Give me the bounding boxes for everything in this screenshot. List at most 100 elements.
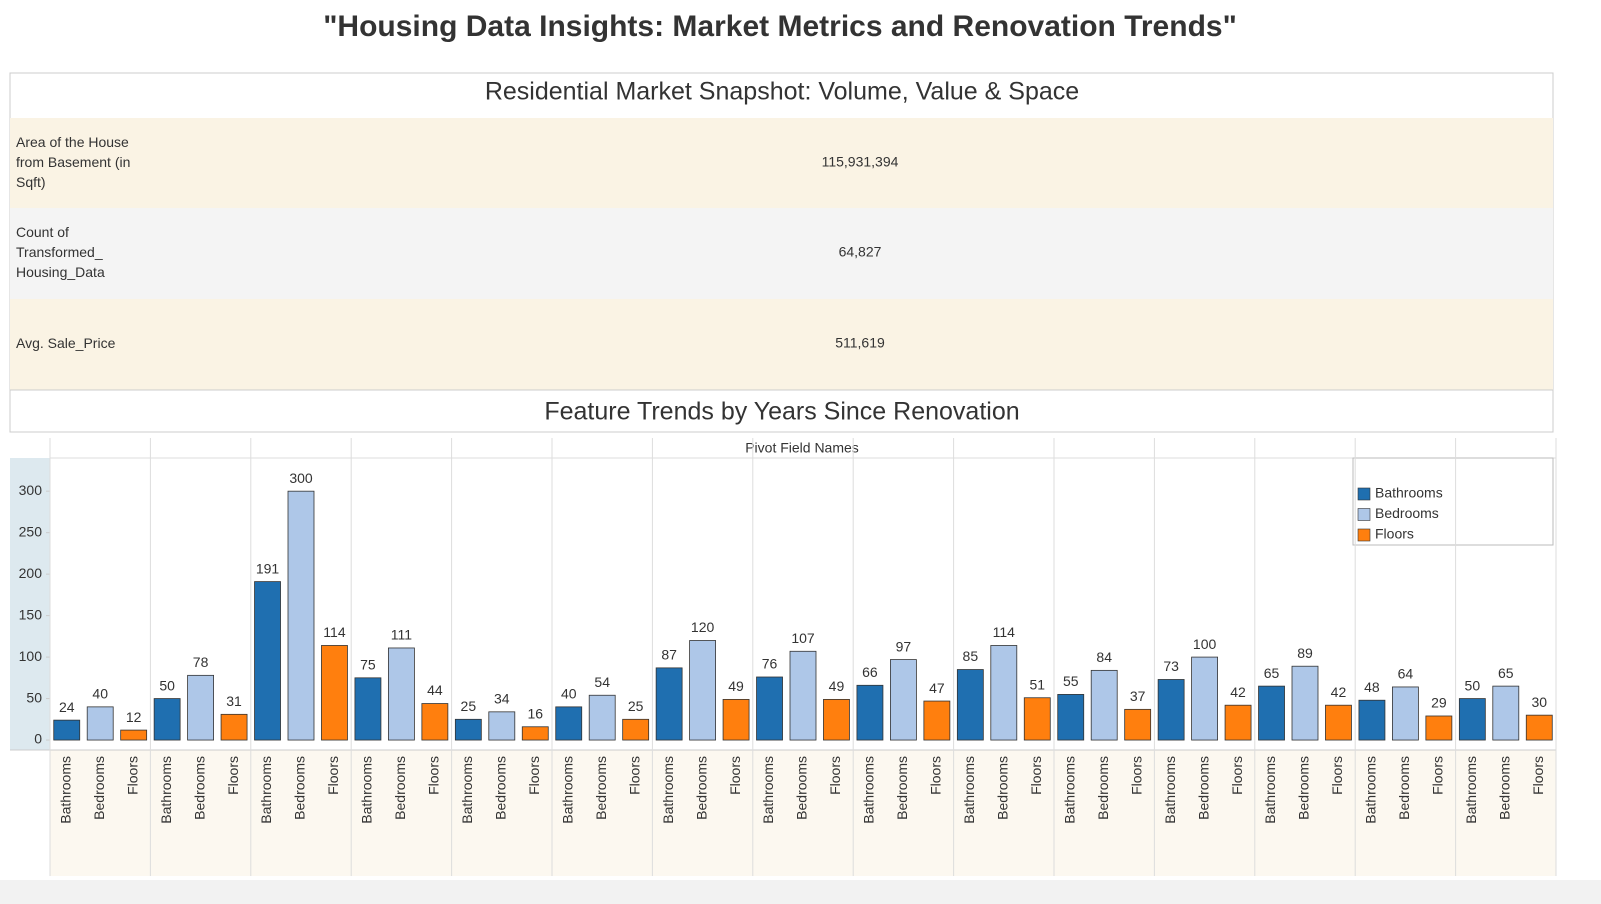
- bar: [1023, 697, 1051, 741]
- x-sub-label: Bedrooms: [894, 756, 910, 820]
- bar: [254, 581, 281, 741]
- row-value: 64,827: [839, 244, 882, 260]
- bar: [220, 713, 248, 741]
- bar: [923, 700, 951, 741]
- data-label: 100: [1193, 636, 1217, 652]
- data-label: 78: [193, 654, 209, 670]
- x-sub-label: Bathrooms: [1061, 756, 1077, 824]
- x-sub-label: Bedrooms: [493, 756, 509, 820]
- bar: [1258, 685, 1285, 741]
- bar: [1124, 708, 1152, 741]
- bar: [421, 703, 449, 741]
- bar: [756, 676, 783, 741]
- bar: [823, 698, 850, 741]
- data-label: 114: [993, 624, 1016, 640]
- data-label: 24: [59, 699, 75, 715]
- data-label: 65: [1264, 665, 1280, 681]
- bar: [789, 650, 817, 741]
- data-label: 120: [691, 619, 715, 635]
- dashboard-title: "Housing Data Insights: Market Metrics a…: [323, 10, 1237, 43]
- column-header: Pivot Field Names: [745, 440, 859, 456]
- data-label: 50: [159, 677, 175, 693]
- x-sub-label: Bedrooms: [593, 756, 609, 820]
- legend-label: Bedrooms: [1375, 505, 1439, 521]
- x-sub-label: Floors: [325, 756, 341, 795]
- y-tick-label: 200: [19, 565, 43, 581]
- data-label: 30: [1531, 694, 1547, 710]
- bar: [890, 659, 917, 741]
- x-sub-label: Bedrooms: [1296, 756, 1312, 820]
- data-label: 73: [1163, 658, 1179, 674]
- data-label: 114: [323, 624, 346, 640]
- data-label: 25: [628, 698, 644, 714]
- x-sub-label: Bathrooms: [359, 756, 375, 824]
- x-sub-label: Floors: [526, 756, 542, 795]
- bar: [722, 698, 750, 741]
- data-label: 47: [929, 680, 945, 696]
- y-tick-label: 150: [19, 606, 43, 622]
- bar: [956, 669, 984, 741]
- bar: [1458, 698, 1486, 741]
- x-sub-label: Bathrooms: [57, 756, 73, 824]
- x-sub-label: Bedrooms: [693, 756, 709, 820]
- bar: [187, 674, 215, 741]
- legend-swatch: [1357, 528, 1371, 542]
- y-tick-label: 250: [19, 523, 43, 539]
- bar: [1358, 699, 1386, 741]
- x-sub-label: Bathrooms: [961, 756, 977, 824]
- y-tick-label: 50: [26, 689, 42, 705]
- data-label: 87: [661, 647, 677, 663]
- bar: [555, 706, 583, 741]
- table-title: Residential Market Snapshot: Volume, Val…: [485, 78, 1079, 106]
- data-label: 37: [1130, 688, 1146, 704]
- x-sub-label: Bedrooms: [292, 756, 308, 820]
- data-label: 51: [1029, 676, 1045, 692]
- y-tick-label: 0: [34, 731, 42, 747]
- x-sub-label: Bedrooms: [1095, 756, 1111, 820]
- x-sub-label: Bathrooms: [559, 756, 575, 824]
- legend-label: Floors: [1375, 526, 1414, 542]
- bar: [1392, 686, 1419, 741]
- x-sub-label: Floors: [827, 756, 843, 795]
- x-sub-label: Floors: [1430, 756, 1446, 795]
- bar: [1090, 669, 1118, 741]
- y-tick-label: 100: [19, 648, 43, 664]
- x-sub-label: Floors: [928, 756, 944, 795]
- data-label: 29: [1431, 695, 1447, 711]
- x-sub-label: Bathrooms: [1262, 756, 1278, 824]
- x-label-pane: [50, 750, 1556, 876]
- data-label: 107: [791, 630, 815, 646]
- x-sub-label: Bedrooms: [392, 756, 408, 820]
- bar: [488, 711, 516, 741]
- x-sub-label: Bathrooms: [1162, 756, 1178, 824]
- y-axis-pane: [10, 458, 50, 750]
- data-label: 65: [1498, 665, 1514, 681]
- bar: [588, 694, 616, 741]
- bar: [1492, 685, 1520, 741]
- bar: [655, 667, 683, 741]
- row-bg: [10, 299, 1553, 390]
- x-sub-label: Bathrooms: [660, 756, 676, 824]
- bar: [1291, 665, 1319, 741]
- data-label: 42: [1331, 684, 1347, 700]
- data-label: 66: [862, 664, 878, 680]
- x-sub-label: Bedrooms: [1497, 756, 1513, 820]
- data-label: 191: [256, 560, 280, 576]
- row-value: 115,931,394: [822, 154, 899, 170]
- chart-title: Feature Trends by Years Since Renovation: [544, 398, 1019, 426]
- x-sub-label: Floors: [1128, 756, 1144, 795]
- data-label: 75: [360, 657, 376, 673]
- row-label: Avg. Sale_Price: [16, 335, 116, 351]
- bar: [387, 647, 415, 741]
- bar: [287, 490, 315, 741]
- x-sub-label: Bedrooms: [1396, 756, 1412, 820]
- data-label: 85: [963, 648, 979, 664]
- row-bg: [10, 208, 1553, 299]
- x-sub-label: Floors: [727, 756, 743, 795]
- legend-box: [1352, 457, 1554, 546]
- data-label: 12: [126, 709, 142, 725]
- x-sub-label: Bathrooms: [1463, 756, 1479, 824]
- data-label: 50: [1465, 677, 1481, 693]
- data-label: 40: [561, 686, 577, 702]
